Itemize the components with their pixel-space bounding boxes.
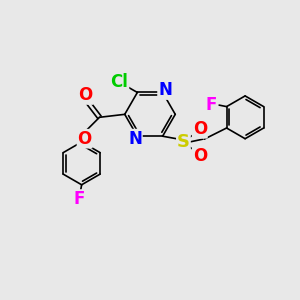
Text: N: N (128, 130, 142, 148)
Text: O: O (193, 146, 207, 164)
Text: F: F (206, 95, 217, 113)
Text: Cl: Cl (111, 73, 128, 91)
Text: S: S (177, 133, 190, 151)
Text: O: O (77, 130, 92, 148)
Text: F: F (74, 190, 85, 208)
Text: O: O (78, 86, 93, 104)
Text: O: O (193, 120, 207, 138)
Text: N: N (158, 81, 172, 99)
